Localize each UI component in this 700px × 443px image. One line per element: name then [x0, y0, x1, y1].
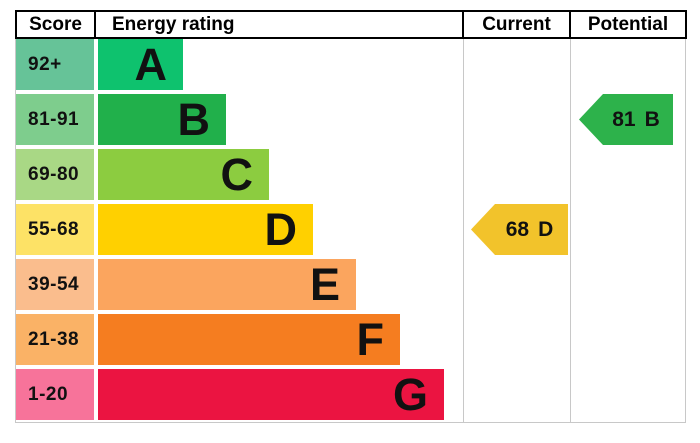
potential-rating-value: 81	[612, 107, 636, 131]
band-row-a: 92+ A	[16, 39, 685, 90]
rating-letter-f: F	[356, 314, 385, 365]
current-rating-arrow: 68 D	[471, 204, 568, 255]
rating-letter-d: D	[264, 204, 298, 255]
epc-rating-chart: Score Energy rating Current Potential 92…	[15, 10, 687, 423]
band-row-c: 69-80 C	[16, 149, 685, 200]
score-range-e: 39-54	[16, 259, 94, 310]
rating-letter-b: B	[177, 94, 211, 145]
rating-letter-c: C	[220, 149, 254, 200]
score-range-c: 69-80	[16, 149, 94, 200]
band-row-e: 39-54 E	[16, 259, 685, 310]
band-row-b: 81-91 B	[16, 94, 685, 145]
score-range-f: 21-38	[16, 314, 94, 365]
band-row-f: 21-38 F	[16, 314, 685, 365]
rating-letter-a: A	[134, 39, 168, 90]
header-score: Score	[15, 10, 96, 39]
chart-header: Score Energy rating Current Potential	[15, 10, 687, 39]
rating-letter-e: E	[309, 259, 340, 310]
band-row-g: 1-20 G	[16, 369, 685, 420]
rating-bar-b: B	[98, 94, 226, 145]
current-rating-value: 68	[505, 217, 530, 241]
header-current: Current	[462, 10, 571, 39]
rating-bar-c: C	[98, 149, 269, 200]
divider-energy-current	[463, 38, 464, 422]
rating-letter-g: G	[392, 369, 428, 420]
header-energy-rating: Energy rating	[94, 10, 464, 39]
divider-current-potential	[570, 38, 571, 422]
score-range-g: 1-20	[16, 369, 94, 420]
rating-bar-e: E	[98, 259, 356, 310]
potential-rating-band: B	[644, 107, 660, 131]
score-range-d: 55-68	[16, 204, 94, 255]
header-score-label: Score	[29, 13, 82, 35]
header-current-label: Current	[482, 13, 551, 35]
header-potential-label: Potential	[587, 13, 669, 35]
rating-bar-a: A	[98, 39, 183, 90]
current-rating-band: D	[538, 217, 554, 241]
header-potential: Potential	[569, 10, 687, 39]
rating-bar-g: G	[98, 369, 444, 420]
rating-bar-d: D	[98, 204, 313, 255]
score-range-b: 81-91	[16, 94, 94, 145]
score-range-a: 92+	[16, 39, 94, 90]
rating-bar-f: F	[98, 314, 400, 365]
header-energy-rating-label: Energy rating	[112, 13, 235, 35]
band-row-d: 55-68 D	[16, 204, 685, 255]
